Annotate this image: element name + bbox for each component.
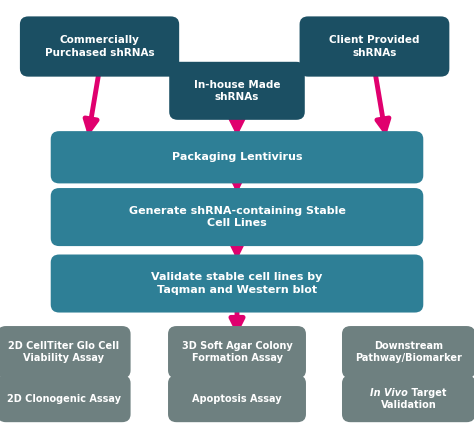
FancyBboxPatch shape <box>0 326 130 378</box>
Text: Packaging Lentivirus: Packaging Lentivirus <box>172 152 302 162</box>
Text: 2D CellTiter Glo Cell
Viability Assay: 2D CellTiter Glo Cell Viability Assay <box>9 341 119 363</box>
Text: In-house Made
shRNAs: In-house Made shRNAs <box>194 80 280 102</box>
Text: 3D Soft Agar Colony
Formation Assay: 3D Soft Agar Colony Formation Assay <box>182 341 292 363</box>
FancyBboxPatch shape <box>51 188 423 246</box>
Text: Validation: Validation <box>381 400 437 410</box>
FancyBboxPatch shape <box>51 254 423 313</box>
Text: Validate stable cell lines by
Taqman and Western blot: Validate stable cell lines by Taqman and… <box>151 272 323 295</box>
FancyBboxPatch shape <box>342 326 474 378</box>
FancyBboxPatch shape <box>168 375 306 422</box>
Text: Commercially
Purchased shRNAs: Commercially Purchased shRNAs <box>45 35 155 58</box>
Text: In Vivo: In Vivo <box>370 388 408 398</box>
FancyBboxPatch shape <box>51 131 423 183</box>
FancyBboxPatch shape <box>342 375 474 422</box>
Text: Apoptosis Assay: Apoptosis Assay <box>192 394 282 404</box>
Text: Generate shRNA-containing Stable
Cell Lines: Generate shRNA-containing Stable Cell Li… <box>128 206 346 228</box>
FancyBboxPatch shape <box>169 62 305 120</box>
FancyBboxPatch shape <box>300 16 449 77</box>
Text: 2D Clonogenic Assay: 2D Clonogenic Assay <box>7 394 121 404</box>
Text: Client Provided
shRNAs: Client Provided shRNAs <box>329 35 419 58</box>
Text: Downstream
Pathway/Biomarker: Downstream Pathway/Biomarker <box>355 341 462 363</box>
FancyBboxPatch shape <box>0 375 130 422</box>
FancyBboxPatch shape <box>20 16 179 77</box>
Text: Target: Target <box>408 388 447 398</box>
FancyBboxPatch shape <box>168 326 306 378</box>
